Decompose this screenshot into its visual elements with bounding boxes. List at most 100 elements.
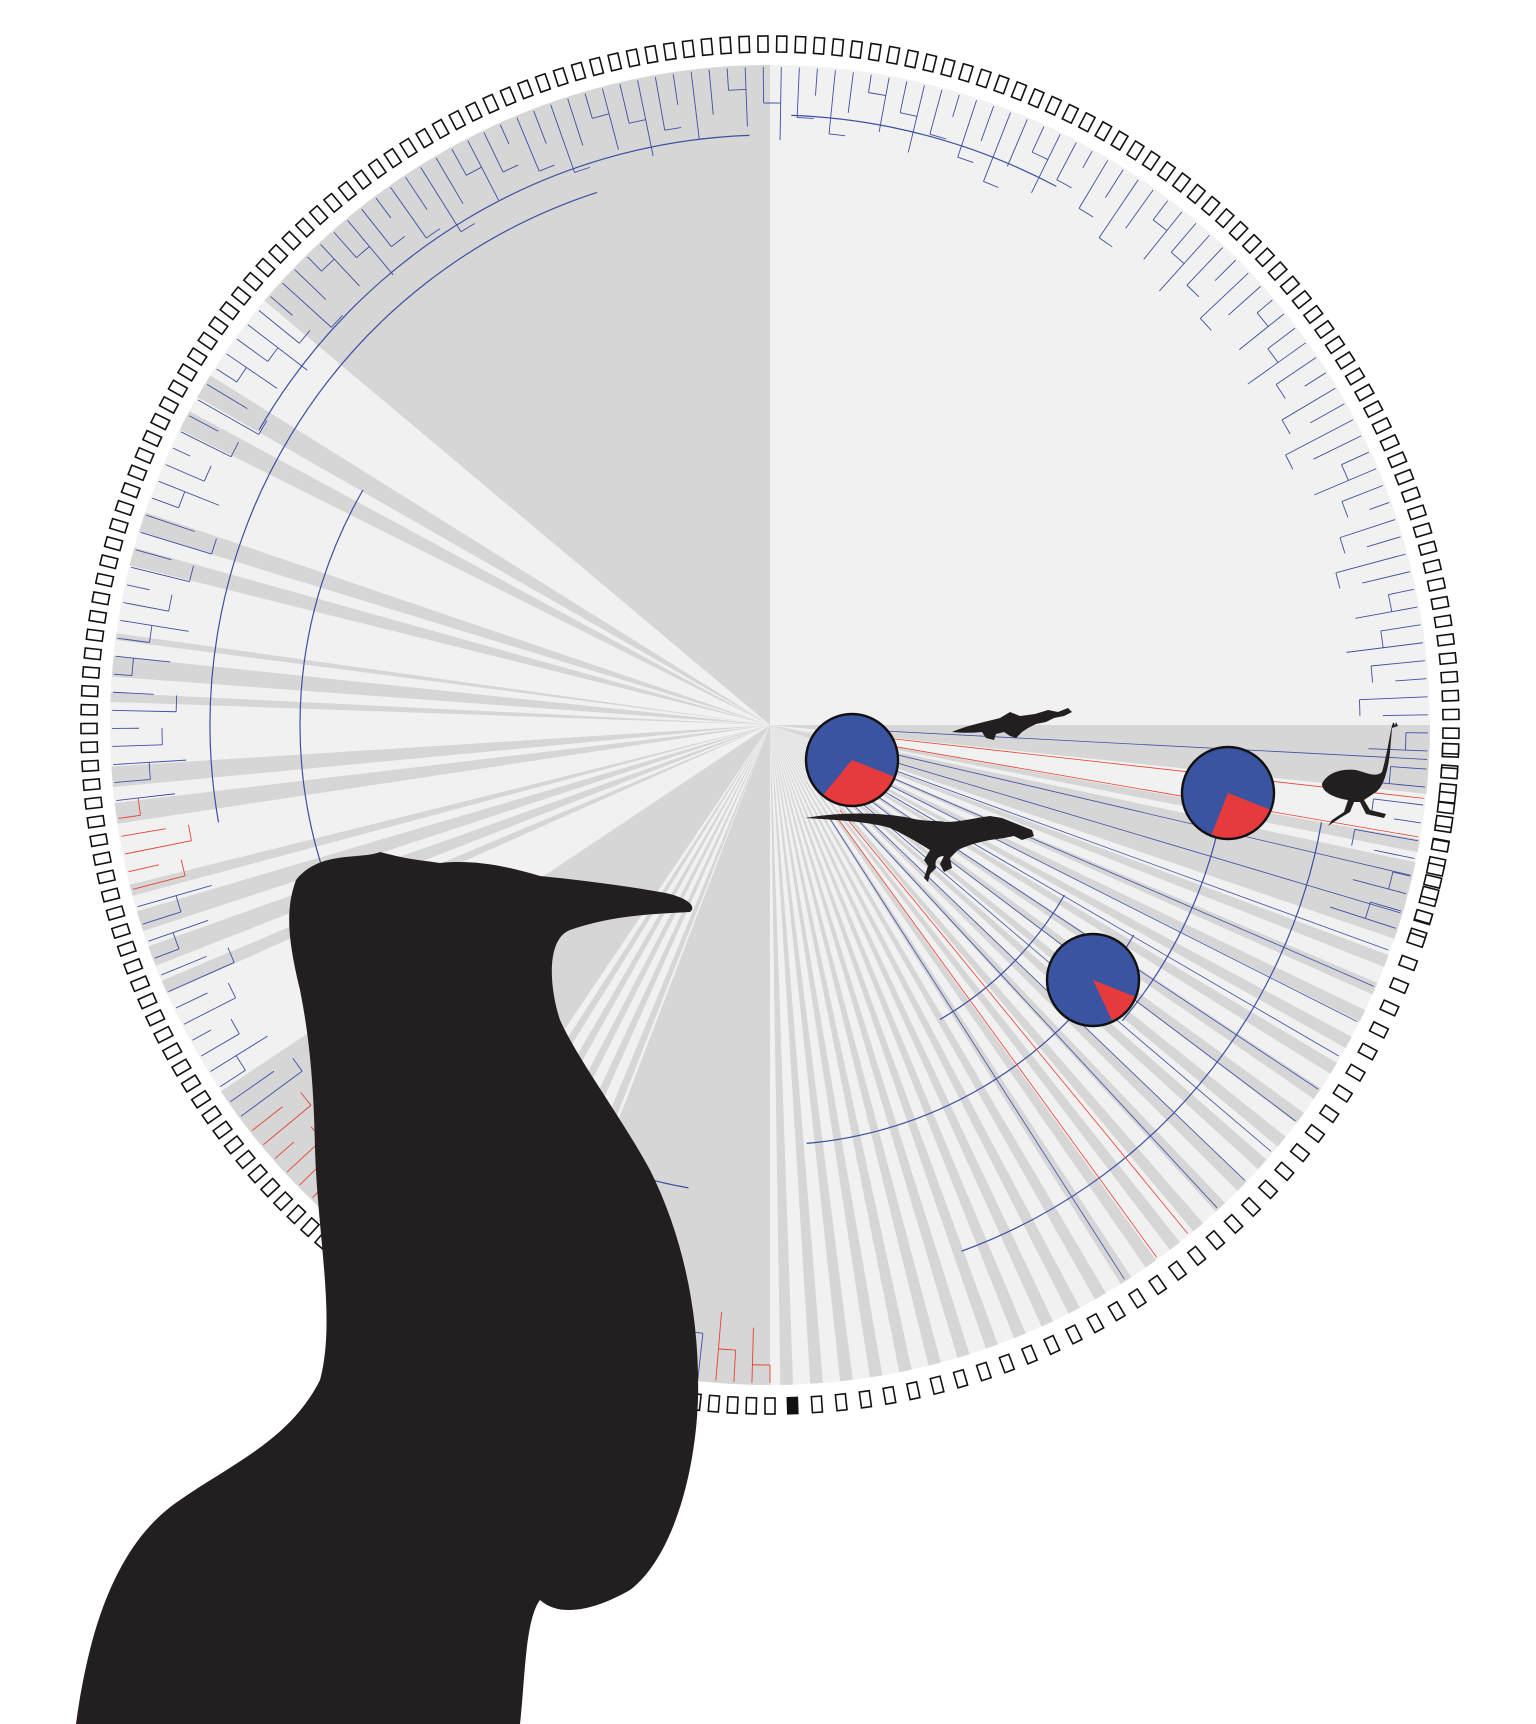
tip-state-box	[286, 1203, 307, 1225]
tip-state-box-empty	[1430, 838, 1450, 853]
clade-wedge	[210, 300, 770, 725]
tip-state-box-empty	[167, 379, 189, 398]
lineage-stripe	[123, 725, 771, 876]
tip-state-box	[1324, 335, 1346, 355]
tip-branch	[834, 813, 1158, 1258]
tip-branch	[697, 1333, 704, 1380]
tip-branch	[135, 549, 172, 561]
tip-branch	[957, 100, 977, 158]
lineage-stripe	[690, 725, 770, 1382]
tip-state-box	[247, 1163, 269, 1184]
tip-state-box-empty	[662, 41, 677, 61]
node-connector	[168, 594, 173, 612]
tip-state-box-empty	[92, 851, 112, 866]
tip-state-box	[1147, 1274, 1168, 1296]
tip-state-box-empty	[94, 572, 115, 588]
tip-state-box-empty	[83, 647, 103, 661]
tip-state-box-empty	[607, 52, 623, 72]
node-connector	[188, 824, 192, 841]
tip-branch	[1105, 169, 1124, 198]
tip-state-box-empty	[137, 992, 158, 1010]
ancestral-state-pie	[804, 712, 900, 808]
tip-state-box	[96, 869, 117, 885]
tip-state-box-empty	[1156, 160, 1177, 182]
tip-branch	[550, 104, 576, 173]
tip-branch	[258, 310, 300, 344]
tip-state-box	[719, 36, 732, 55]
node-connector	[391, 236, 405, 248]
tip-state-box	[681, 39, 696, 59]
tip-state-box	[1318, 1103, 1340, 1124]
tip-state-box	[625, 48, 641, 68]
node-connector	[1199, 318, 1212, 331]
tip-state-box	[922, 53, 938, 73]
tip-branch	[220, 1069, 246, 1088]
tip-state-box	[110, 922, 132, 940]
tip-state-box-empty	[190, 1089, 212, 1110]
lineage-stripe	[770, 725, 1407, 911]
node-connector	[258, 420, 268, 435]
tip-state-box	[1353, 383, 1375, 402]
tip-state-box-empty	[481, 93, 500, 115]
tip-state-box	[141, 429, 163, 448]
tip-branch	[744, 67, 748, 127]
tip-branch	[1388, 588, 1414, 596]
tip-state-box	[120, 481, 141, 499]
tip-state-box	[122, 957, 144, 975]
tip-state-box	[607, 52, 623, 72]
tip-state-box-empty	[85, 628, 105, 643]
tip-branch	[1314, 468, 1377, 496]
tip-state-box-empty	[414, 127, 434, 149]
tip-state-box-empty	[1086, 1312, 1105, 1334]
tip-state-box-empty	[1125, 139, 1146, 161]
tip-branch	[320, 244, 360, 287]
tip-state-box-empty	[161, 1041, 183, 1061]
pie-slice-red	[822, 760, 895, 806]
tip-state-box-empty	[259, 1177, 281, 1198]
tip-branch	[690, 71, 700, 140]
tip-state-box	[242, 271, 264, 292]
tip-branch	[1228, 286, 1261, 316]
tip-state-box	[1371, 416, 1393, 435]
tip-state-box-empty	[922, 53, 938, 73]
clade-wedge	[176, 375, 771, 725]
tip-state-box-empty	[1413, 908, 1434, 925]
tip-branch	[467, 140, 499, 201]
tip-state-box-empty	[1107, 1300, 1127, 1322]
node-connector	[957, 156, 974, 164]
tip-state-box	[127, 464, 148, 482]
tip-state-box-empty	[81, 665, 101, 679]
tip-state-box-empty	[1020, 1344, 1039, 1365]
tip-state-box	[786, 1396, 799, 1415]
tip-state-box	[882, 1385, 897, 1406]
tip-state-box	[1141, 150, 1161, 172]
lineage-stripe	[145, 497, 770, 725]
bird-silhouette	[76, 852, 699, 1724]
tip-state-box-empty	[1302, 304, 1324, 325]
tip-branch	[1098, 179, 1139, 238]
tip-state-box	[170, 1058, 192, 1077]
tip-state-box	[255, 257, 276, 278]
tip-state-box-empty	[114, 499, 135, 517]
tip-branch	[516, 117, 540, 172]
tip-state-box	[259, 1177, 281, 1198]
tip-branch	[1214, 259, 1236, 281]
tip-state-box-empty	[88, 609, 108, 624]
tip-state-box	[161, 1041, 183, 1061]
tip-state-box-empty	[1357, 1042, 1379, 1061]
tip-state-box-empty	[207, 315, 229, 336]
tip-state-box	[1171, 171, 1192, 193]
node-connector	[331, 315, 343, 328]
node-connector	[426, 228, 441, 239]
tip-state-box-empty	[707, 1394, 721, 1413]
tip-state-box	[197, 331, 219, 351]
tip-state-box-empty	[1397, 954, 1419, 972]
tip-state-box	[1313, 319, 1335, 340]
tip-state-box-empty	[81, 759, 100, 773]
tip-state-box	[1042, 1334, 1061, 1356]
tip-state-box	[1107, 1300, 1127, 1322]
tip-state-box-empty	[447, 109, 467, 131]
tip-branch	[1366, 536, 1401, 548]
tip-state-box	[167, 379, 189, 398]
